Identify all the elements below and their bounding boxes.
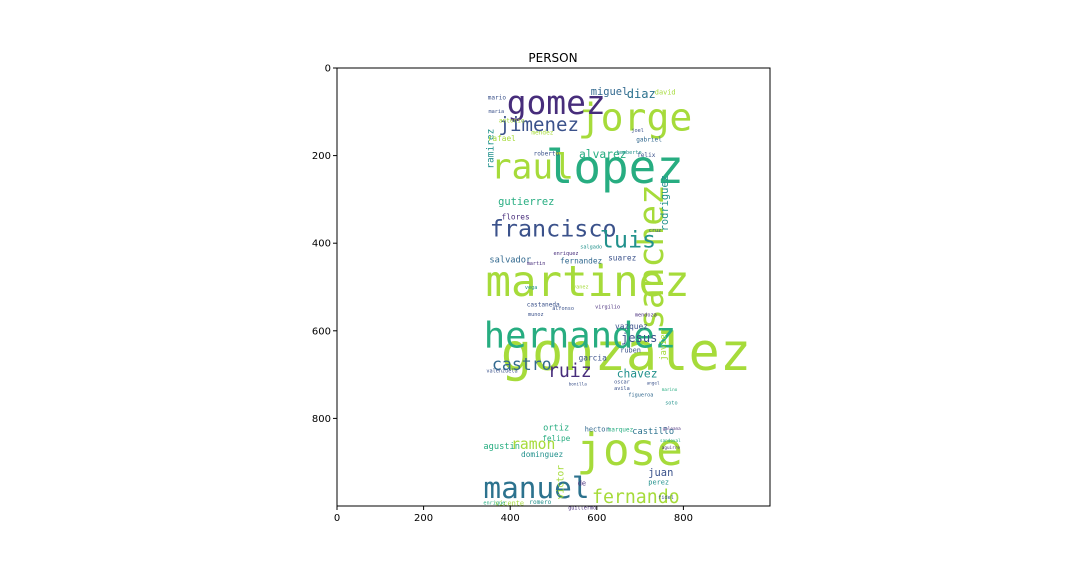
word-juan: juan	[648, 467, 673, 479]
word-ruben: ruben	[620, 346, 641, 354]
word-mario: mario	[488, 95, 507, 102]
y-axis: 0 200 400 600 800	[312, 64, 337, 425]
word-antonio: antonio	[499, 117, 525, 124]
x-tick-label: 800	[674, 513, 693, 524]
word-martin: martin	[527, 261, 546, 267]
word-alfonso: alfonso	[552, 306, 574, 312]
word-de: de	[578, 479, 586, 487]
word-victor: victor	[556, 465, 567, 500]
word-jesus: jesus	[621, 331, 657, 345]
word-jose: jose	[576, 425, 682, 476]
word-mendoza: mendoza	[635, 312, 657, 318]
word-figueroa: figueroa	[628, 393, 653, 399]
word-virgilio: virgilio	[595, 305, 620, 311]
word-humberto: humberto	[617, 150, 642, 156]
word-david: david	[655, 88, 676, 96]
word-felipe: felipe	[542, 434, 570, 443]
word-soto: soto	[665, 400, 678, 406]
word-cruz: cruz	[649, 228, 662, 234]
word-enrique: enrique	[483, 501, 505, 507]
word-chavez: chavez	[617, 368, 658, 381]
word-rafael: rafael	[488, 134, 516, 143]
word-raul: raul	[491, 147, 574, 187]
word-castro: castro	[492, 355, 552, 374]
word-fernando: fernando	[592, 487, 680, 508]
y-tick-label: 400	[312, 239, 331, 250]
word-ramirez: ramirez	[486, 129, 497, 169]
word-manuel: manuel	[483, 471, 589, 505]
word-sanchez: sanchez	[632, 184, 672, 330]
word-gabriel: gabriel	[636, 137, 662, 144]
word-gutierrez: gutierrez	[498, 196, 554, 208]
word-flores: flores	[502, 213, 530, 222]
word-ortiz: ortiz	[543, 424, 569, 434]
word-marquez: marquez	[608, 427, 634, 434]
word-gomez: gomez	[507, 83, 606, 122]
word-salgado: salgado	[580, 245, 602, 251]
word-mendez: mendez	[531, 130, 553, 137]
word-aguirre: aguirre	[662, 445, 681, 451]
word-vazquez: vazquez	[615, 322, 648, 331]
word-gonzalez: gonzalez	[501, 323, 751, 383]
word-dominguez: dominguez	[521, 450, 563, 459]
word-miguel: miguel	[591, 86, 629, 98]
word-hector: hector	[585, 426, 610, 434]
word-bonilla: bonilla	[569, 382, 588, 388]
word-avila: avila	[614, 386, 630, 392]
word-yanez: yanez	[573, 284, 589, 290]
x-tick-label: 200	[414, 513, 433, 524]
word-salvador: salvador	[489, 256, 531, 266]
word-castaneda: castaneda	[527, 302, 560, 309]
word-lopez: lopez	[546, 140, 684, 194]
word-romero: romero	[529, 499, 551, 506]
word-ruiz: ruiz	[548, 361, 592, 382]
word-alvarez: alvarez	[579, 148, 627, 161]
y-tick-label: 800	[312, 414, 331, 425]
word-maria: maria	[489, 109, 505, 115]
x-tick-label: 0	[334, 513, 340, 524]
word-guillermo: guillermo	[568, 506, 596, 512]
x-tick-label: 400	[501, 513, 520, 524]
word-jorge: jorge	[578, 96, 693, 140]
word-felix: felix	[637, 152, 656, 159]
word-castillo: castillo	[632, 427, 674, 437]
word-fidel: fidel	[658, 495, 674, 501]
y-tick-label: 600	[312, 326, 331, 337]
word-enriquez: enriquez	[554, 251, 579, 257]
word-hernandez: hernandez	[484, 315, 676, 356]
word-oscar: oscar	[614, 379, 630, 385]
plot-frame	[336, 67, 771, 507]
y-tick-label: 0	[325, 64, 331, 75]
word-ramon: ramon	[511, 436, 555, 453]
word-roberto: roberto	[534, 151, 560, 158]
y-tick-label: 200	[312, 151, 331, 162]
words-layer: gonzalez martinez lopez jose hernandezsanche…	[483, 83, 751, 512]
word-agustin: agustin	[483, 442, 520, 452]
word-valenzuela: valenzuela	[486, 368, 517, 374]
word-francisco: francisco	[490, 215, 617, 243]
x-tick-label: 600	[587, 513, 606, 524]
word-suarez: suarez	[608, 253, 636, 262]
word-luis: luis	[600, 226, 656, 254]
word-rodriguez: rodriguez	[659, 175, 671, 231]
word-diaz: diaz	[627, 87, 656, 101]
word-javier: javier	[659, 329, 669, 360]
word-jimenez: jimenez	[499, 113, 579, 136]
x-axis: 0 200 400 600 800	[334, 506, 693, 524]
word-martinez: martinez	[486, 257, 690, 306]
word-vega: vega	[525, 285, 538, 291]
word-munoz: munoz	[528, 312, 544, 318]
word-perez: perez	[648, 479, 669, 487]
word-joel: joel	[631, 128, 644, 134]
word-marino: marino	[662, 387, 678, 393]
word-vicente: vicente	[495, 500, 524, 508]
word-sandoval: sandoval	[660, 438, 681, 444]
chart-title: PERSON	[528, 51, 577, 65]
word-garcia: garcia	[579, 354, 607, 363]
word-galeana: galeana	[663, 426, 682, 432]
word-angel: angel	[647, 381, 660, 387]
word-fernandez: fernandez	[560, 256, 602, 265]
